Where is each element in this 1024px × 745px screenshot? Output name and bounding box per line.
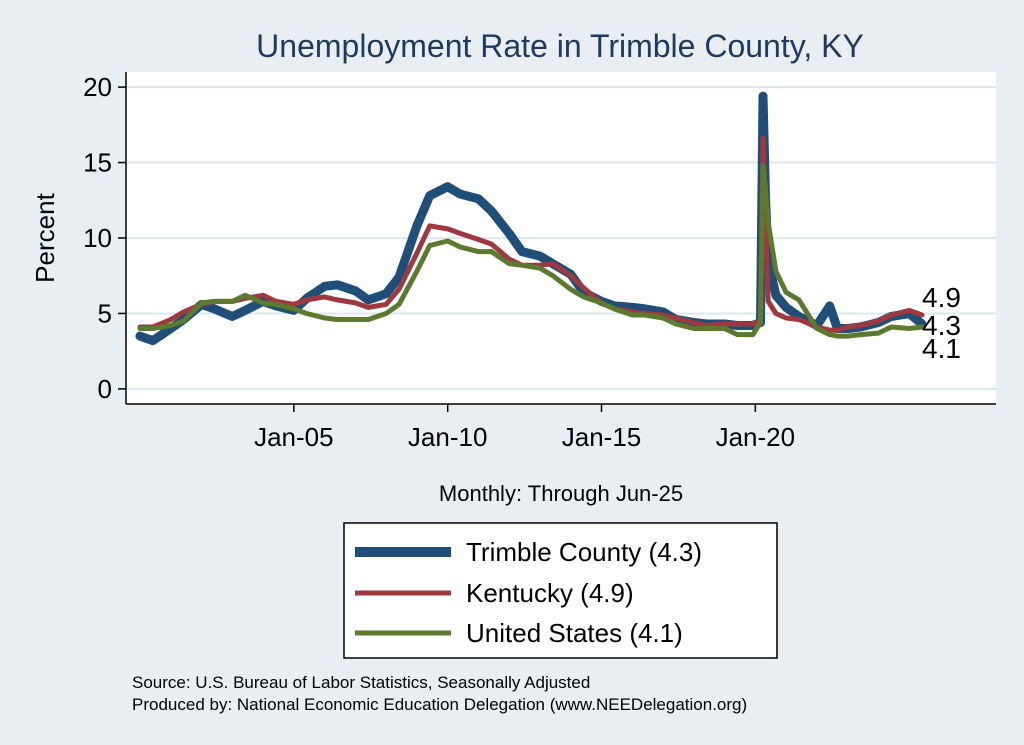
x-tick-label-Jan-10: Jan-10 [408, 422, 488, 452]
y-tick-label-0: 0 [98, 374, 112, 404]
series-lines [135, 91, 927, 346]
legend-label-kentucky: Kentucky (4.9) [466, 578, 634, 608]
y-tick-label-10: 10 [83, 223, 112, 253]
legend-label-trimble: Trimble County (4.3) [466, 537, 702, 567]
legend-label-us: United States (4.1) [466, 618, 683, 648]
y-tick-label-5: 5 [98, 298, 112, 328]
gridlines [126, 86, 996, 390]
source-line: Source: U.S. Bureau of Labor Statistics,… [132, 673, 590, 692]
y-tick-label-15: 15 [83, 148, 112, 178]
y-tick-label-20: 20 [83, 72, 112, 102]
x-tick-label-Jan-05: Jan-05 [254, 422, 334, 452]
x-tick-label-Jan-15: Jan-15 [562, 422, 642, 452]
series-line-us [137, 163, 925, 339]
end-label-kentucky: 4.9 [922, 282, 961, 313]
end-label-us: 4.1 [922, 333, 961, 364]
end-label-trimble: 4.3 [922, 310, 961, 341]
axis-ticks: 0 5 10 15 20 Jan-05 Jan-10 Jan-15 Jan-20 [83, 72, 795, 452]
y-axis-label: Percent [30, 192, 60, 282]
x-tick-label-Jan-20: Jan-20 [716, 422, 796, 452]
x-axis-label: Monthly: Through Jun-25 [439, 481, 683, 506]
legend: Trimble County (4.3) Kentucky (4.9) Unit… [343, 522, 778, 659]
chart-title: Unemployment Rate in Trimble County, KY [256, 28, 864, 64]
series-line-kentucky [137, 135, 925, 333]
producer-line: Produced by: National Economic Education… [132, 695, 747, 714]
